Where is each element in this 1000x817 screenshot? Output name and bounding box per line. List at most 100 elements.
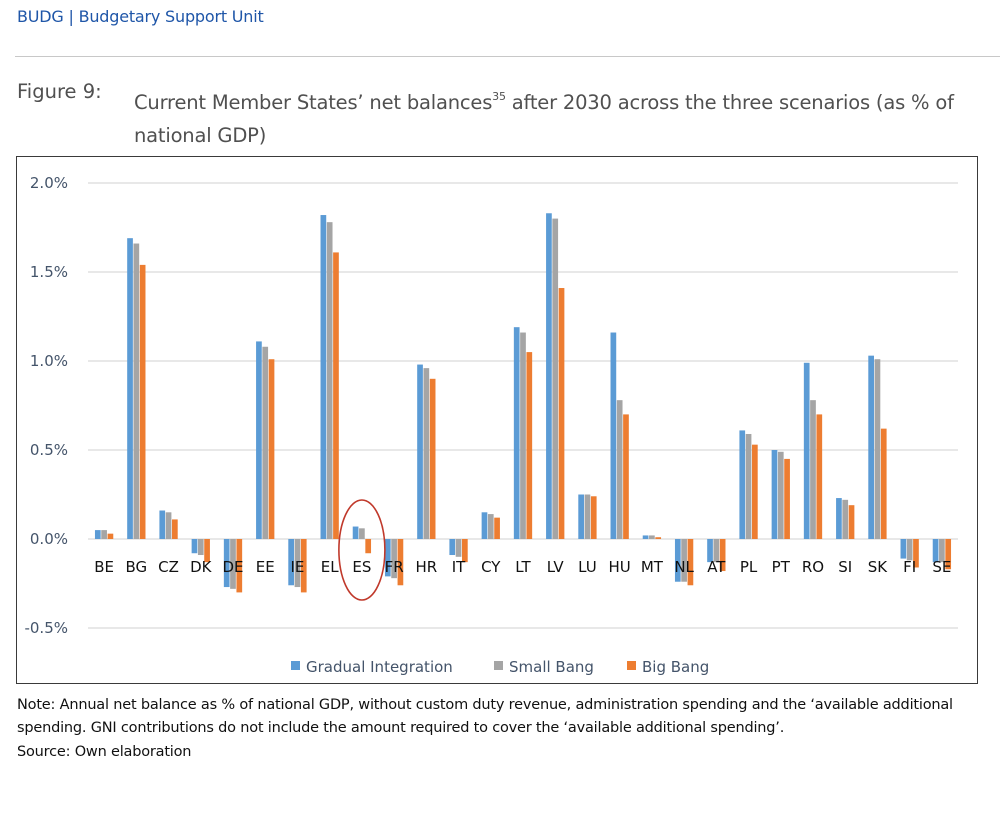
x-tick-label: BG (126, 558, 148, 576)
bar-de-big-bang (236, 539, 243, 593)
bar-ro-big-bang (816, 414, 823, 539)
bar-fi-big-bang (913, 539, 919, 568)
bar-ee-big-bang (268, 359, 275, 539)
bar-bg-big-bang (139, 264, 146, 539)
bar-es-big-bang (365, 539, 372, 554)
legend-item: Big Bang (627, 658, 709, 676)
x-tick-label: PT (772, 558, 791, 576)
x-tick-label: HU (609, 558, 631, 576)
bar-ee-small-bang (262, 346, 269, 539)
y-tick-label: 2.0% (30, 174, 68, 192)
bar-cz-big-bang (172, 519, 178, 539)
legend-label: Gradual Integration (306, 658, 453, 676)
x-tick-label: DK (190, 558, 213, 576)
bar-it-gradual-integration (449, 539, 456, 556)
bar-es-gradual-integration (352, 526, 359, 539)
x-tick-label: SI (838, 558, 852, 576)
bar-at-small-bang (713, 539, 720, 563)
bar-es-small-bang (359, 528, 365, 539)
bar-lv-big-bang (558, 288, 565, 539)
x-tick-label: AT (707, 558, 726, 576)
bar-sk-small-bang (874, 359, 881, 539)
x-tick-label: EE (256, 558, 275, 576)
header-unit-name: BUDG | Budgetary Support Unit (17, 7, 264, 26)
y-tick-label: 1.5% (30, 263, 68, 281)
bar-dk-gradual-integration (191, 539, 198, 554)
legend-label: Small Bang (509, 658, 594, 676)
bar-mt-small-bang (649, 535, 655, 539)
bar-mt-gradual-integration (642, 535, 649, 539)
x-tick-label: BE (94, 558, 114, 576)
legend-label: Big Bang (642, 658, 709, 676)
bar-fr-gradual-integration (384, 539, 391, 577)
x-tick-label: CZ (158, 558, 179, 576)
x-tick-label: EL (321, 558, 339, 576)
bar-cz-small-bang (165, 512, 172, 539)
bar-hr-big-bang (429, 378, 436, 539)
bar-lu-small-bang (584, 494, 591, 539)
bar-pl-small-bang (745, 433, 752, 539)
legend: Gradual Integration Small Bang Big Bang (291, 658, 709, 676)
bar-fr-big-bang (397, 539, 404, 586)
bar-ie-small-bang (294, 539, 301, 588)
bar-lv-gradual-integration (546, 213, 552, 539)
bar-nl-small-bang (681, 539, 687, 582)
bar-sk-big-bang (880, 428, 887, 539)
x-tick-label: ES (352, 558, 371, 576)
x-tick-label: RO (802, 558, 824, 576)
bar-be-small-bang (101, 530, 107, 539)
bar-pt-small-bang (777, 451, 784, 539)
bar-cy-small-bang (487, 514, 494, 539)
bar-cy-gradual-integration (481, 512, 488, 539)
x-tick-label: IE (290, 558, 304, 576)
bar-lt-big-bang (526, 352, 533, 539)
bar-el-small-bang (326, 222, 333, 539)
legend-swatch (627, 661, 636, 670)
bar-ie-big-bang (300, 539, 307, 593)
bar-lv-small-bang (552, 218, 559, 539)
bar-at-gradual-integration (707, 539, 713, 563)
y-tick-label: 0.5% (30, 441, 68, 459)
y-tick-label: -0.5% (24, 619, 68, 637)
bar-se-gradual-integration (932, 539, 939, 563)
bar-lu-gradual-integration (578, 494, 584, 539)
bar-be-big-bang (107, 533, 114, 539)
x-tick-label: CY (481, 558, 501, 576)
x-tick-label: LT (515, 558, 531, 576)
x-tick-label: SE (932, 558, 951, 576)
bar-be-gradual-integration (94, 530, 101, 539)
bar-cy-big-bang (494, 517, 500, 539)
bar-it-big-bang (462, 539, 468, 563)
x-tick-label: DE (222, 558, 243, 576)
figure-title-main: Current Member States’ net balances (134, 91, 493, 114)
highlight-ellipse (338, 499, 386, 601)
bar-it-small-bang (455, 539, 462, 557)
bar-pt-gradual-integration (771, 450, 778, 539)
bar-se-big-bang (945, 539, 952, 570)
bar-si-big-bang (848, 505, 855, 539)
bar-de-gradual-integration (223, 539, 230, 588)
bar-dk-big-bang (204, 539, 210, 563)
legend-swatch (291, 661, 300, 670)
figure-title: Current Member States’ net balances35 af… (134, 80, 994, 152)
bar-hu-small-bang (616, 400, 623, 539)
bar-bg-small-bang (133, 243, 140, 539)
x-tick-label: PL (740, 558, 758, 576)
bar-se-small-bang (939, 539, 945, 563)
legend-item: Small Bang (494, 658, 594, 676)
x-tick-label: FI (903, 558, 916, 576)
bar-nl-gradual-integration (674, 539, 681, 582)
bar-de-small-bang (230, 539, 236, 589)
bar-dk-small-bang (197, 539, 204, 556)
bar-lt-gradual-integration (513, 327, 520, 539)
figure-title-rest: after 2030 across the three scenarios (a… (134, 91, 954, 147)
bar-pl-gradual-integration (739, 430, 746, 539)
x-tick-label: IT (452, 558, 466, 576)
bar-fi-small-bang (906, 539, 913, 561)
bar-sk-gradual-integration (868, 355, 874, 539)
bar-hr-small-bang (423, 368, 430, 539)
bar-pl-big-bang (752, 444, 758, 539)
bar-ee-gradual-integration (256, 341, 262, 539)
bar-hu-gradual-integration (610, 332, 617, 539)
bar-el-big-bang (333, 252, 339, 540)
